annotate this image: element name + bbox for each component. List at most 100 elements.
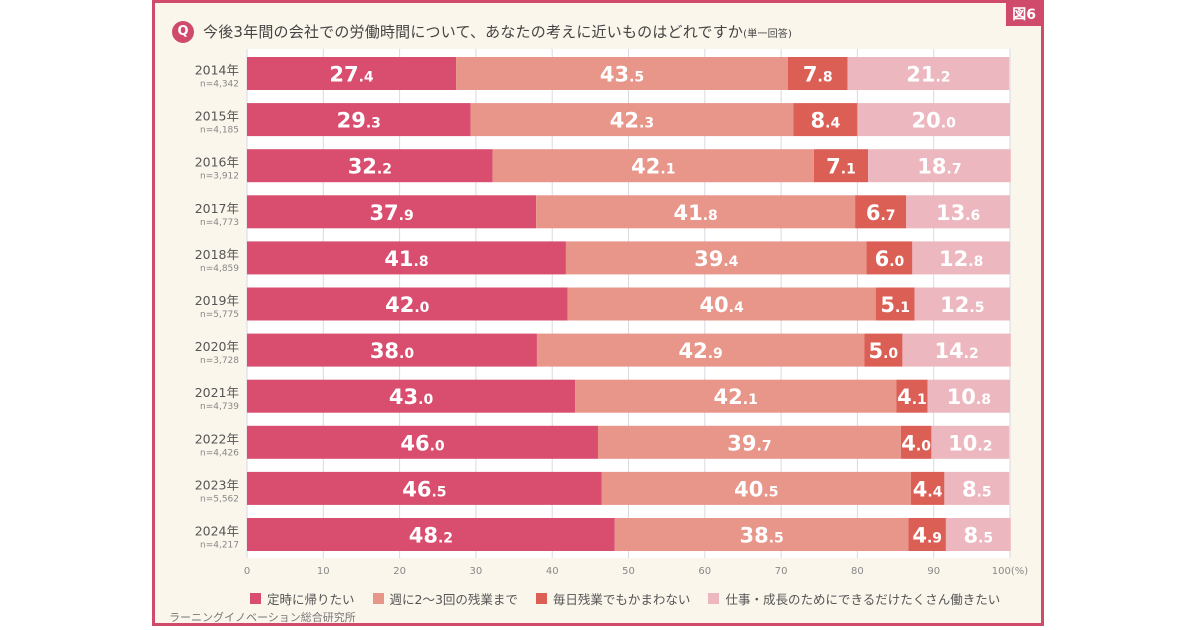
bar-segment <box>896 379 928 413</box>
legend-item: 毎日残業でもかまわない <box>535 589 691 608</box>
sample-size-label: n=5,562 <box>200 494 239 504</box>
bar-segment <box>470 103 794 137</box>
data-label: 7.1 <box>826 155 856 179</box>
bar-segment <box>902 333 1011 367</box>
bar-segment <box>565 241 867 275</box>
bar-segment <box>247 57 457 90</box>
data-label: 43.0 <box>389 385 434 409</box>
data-label: 48.2 <box>409 524 453 548</box>
y-category-label: 2023年 <box>195 477 239 492</box>
sample-size-label: n=4,739 <box>200 402 239 412</box>
bar-segment <box>847 57 1010 90</box>
data-label: 38.5 <box>739 524 783 548</box>
legend-swatch <box>372 593 384 604</box>
x-tick-label: 70 <box>775 566 788 577</box>
x-tick-label: 0 <box>244 566 250 577</box>
bar-segment <box>906 195 1010 229</box>
source-credit: ラーニングイノベーション総合研究所 <box>169 611 356 624</box>
data-label: 42.1 <box>714 385 758 409</box>
data-label: 20.0 <box>912 109 957 133</box>
data-label: 46.0 <box>400 431 445 455</box>
data-label: 4.0 <box>901 431 931 455</box>
y-category-label: 2020年 <box>195 339 239 354</box>
legend-swatch <box>250 593 261 604</box>
bar-segment <box>247 425 598 459</box>
bar-segment <box>927 379 1010 413</box>
sample-size-label: n=3,912 <box>200 172 239 182</box>
data-label: 43.5 <box>600 63 644 87</box>
x-tick-label: 20 <box>393 566 406 577</box>
data-label: 8.5 <box>963 524 993 548</box>
data-label: 39.4 <box>694 247 739 271</box>
data-label: 13.6 <box>936 201 980 225</box>
chart-title: 今後3年間の会社での労働時間について、あなたの考えに近いものはどれですか(単一回… <box>203 21 792 42</box>
x-tick-label: 100(%) <box>992 566 1028 577</box>
x-tick-label: 10 <box>317 566 330 577</box>
bar-segment <box>601 471 911 505</box>
bar-segment <box>787 57 848 90</box>
bar-segment <box>575 379 897 413</box>
bar-segment <box>945 518 1011 551</box>
figure-frame: 図6 Q 今後3年間の会社での労働時間について、あなたの考えに近いものはどれです… <box>152 0 1044 626</box>
question-note: (単一回答) <box>743 29 793 40</box>
data-label: 42.0 <box>385 293 430 317</box>
sample-size-label: n=4,426 <box>200 448 239 458</box>
y-category-label: 2019年 <box>195 293 239 308</box>
data-label: 29.3 <box>337 109 381 133</box>
legend-label: 毎日残業でもかまわない <box>552 592 691 607</box>
bar-segment <box>857 103 1010 137</box>
question-icon: Q <box>172 21 194 43</box>
y-category-label: 2015年 <box>195 109 239 124</box>
bar-segment <box>536 195 856 229</box>
bar-segment <box>247 287 568 321</box>
bar-segment <box>912 241 1010 275</box>
data-label: 41.8 <box>673 201 717 225</box>
bar-segment <box>868 149 1011 183</box>
bar-segment <box>875 287 915 321</box>
data-label: 10.2 <box>948 431 992 455</box>
bar-segment <box>536 333 865 367</box>
data-label: 4.1 <box>897 385 927 409</box>
data-label: 5.0 <box>868 339 898 363</box>
bar-segment <box>247 195 537 229</box>
data-label: 42.3 <box>610 109 654 133</box>
x-tick-label: 90 <box>927 566 940 577</box>
x-tick-label: 40 <box>546 566 559 577</box>
data-label: 32.2 <box>348 155 392 179</box>
data-label: 21.2 <box>906 63 950 87</box>
data-label: 46.5 <box>402 477 446 501</box>
y-category-label: 2014年 <box>195 63 239 78</box>
data-label: 4.4 <box>913 477 943 501</box>
data-label: 6.7 <box>866 201 896 225</box>
legend-label: 定時に帰りたい <box>267 592 355 607</box>
bar-segment <box>456 57 788 90</box>
x-tick-label: 60 <box>698 566 711 577</box>
data-label: 6.0 <box>875 247 905 271</box>
legend-item: 仕事・成長のためにできるだけたくさん働きたい <box>708 589 1000 608</box>
y-category-label: 2024年 <box>195 524 239 539</box>
bar-segment <box>247 241 566 275</box>
legend: 定時に帰りたい 週に2～3回の残業まで 毎日残業でもかまわない 仕事・成長のためにでき… <box>250 589 1000 608</box>
bar-segment <box>247 333 537 367</box>
data-label: 40.5 <box>734 477 778 501</box>
legend-label: 仕事・成長のためにできるだけたくさん働きたい <box>725 592 1001 607</box>
bar-segment <box>793 103 858 137</box>
data-label: 5.1 <box>880 293 910 317</box>
data-label: 4.9 <box>912 524 942 548</box>
data-label: 41.8 <box>384 247 428 271</box>
figure-label: 図6 <box>1006 3 1041 26</box>
data-label: 39.7 <box>727 431 771 455</box>
data-label: 12.8 <box>939 247 983 271</box>
bar-segment <box>567 287 876 321</box>
bar-segment <box>247 379 576 413</box>
bar-segment <box>908 518 946 551</box>
question-text: 今後3年間の会社での労働時間について、あなたの考えに近いものはどれですか <box>203 23 744 41</box>
bar-segment <box>914 287 1010 321</box>
bar-segment <box>900 425 932 459</box>
bar-segment <box>855 195 907 229</box>
bar-segment <box>866 241 913 275</box>
data-label: 27.4 <box>329 63 374 87</box>
bar-segment <box>931 425 1010 459</box>
legend-swatch <box>535 593 547 604</box>
sample-size-label: n=4,773 <box>200 218 239 228</box>
